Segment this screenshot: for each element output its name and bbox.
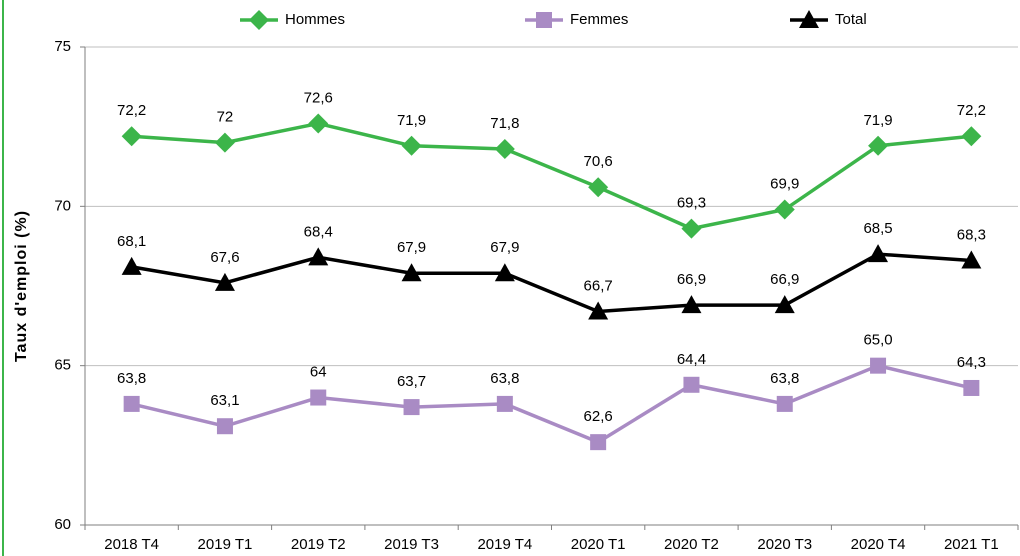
- data-label: 72: [217, 109, 234, 126]
- data-label: 63,7: [397, 373, 426, 390]
- marker: [963, 379, 980, 396]
- marker: [776, 395, 793, 412]
- legend-marker: [249, 10, 269, 30]
- marker: [308, 247, 329, 266]
- data-label: 68,5: [863, 220, 892, 237]
- marker: [121, 256, 142, 275]
- data-label: 63,1: [210, 392, 239, 409]
- marker: [870, 357, 887, 374]
- marker: [494, 138, 515, 159]
- marker: [588, 177, 609, 198]
- x-tick-label: 2018 T4: [104, 536, 159, 553]
- x-tick-label: 2020 T3: [757, 536, 812, 553]
- marker: [214, 132, 235, 153]
- marker: [681, 295, 702, 314]
- marker: [590, 434, 607, 451]
- data-label: 66,9: [770, 271, 799, 288]
- x-tick-label: 2019 T1: [198, 536, 253, 553]
- data-label: 72,6: [304, 89, 333, 106]
- data-label: 71,9: [397, 112, 426, 129]
- marker: [494, 263, 515, 282]
- marker: [308, 113, 329, 134]
- data-label: 72,2: [957, 102, 986, 119]
- marker: [401, 135, 422, 156]
- marker: [123, 395, 140, 412]
- series-line: [131, 363, 972, 445]
- series-line: [131, 252, 972, 314]
- marker: [961, 126, 982, 147]
- marker: [401, 263, 422, 282]
- x-tick-label: 2020 T2: [664, 536, 719, 553]
- marker: [961, 250, 982, 269]
- data-label: 68,4: [304, 223, 333, 240]
- y-tick-label: 65: [54, 357, 71, 374]
- data-label: 69,9: [770, 175, 799, 192]
- data-label: 70,6: [584, 153, 613, 170]
- data-label: 69,3: [677, 195, 706, 212]
- data-label: 65,0: [863, 332, 892, 349]
- y-tick-label: 60: [54, 516, 71, 533]
- data-label: 63,8: [117, 370, 146, 387]
- marker: [868, 135, 889, 156]
- data-label: 64: [310, 364, 327, 381]
- legend-label: Hommes: [285, 11, 345, 28]
- marker: [681, 218, 702, 239]
- marker: [496, 395, 513, 412]
- marker: [774, 199, 795, 220]
- legend-label: Femmes: [570, 11, 628, 28]
- data-label: 66,7: [584, 277, 613, 294]
- marker: [683, 376, 700, 393]
- y-tick-label: 70: [54, 197, 71, 214]
- data-label: 64,3: [957, 354, 986, 371]
- marker: [868, 244, 889, 263]
- marker: [403, 399, 420, 416]
- legend-label: Total: [835, 11, 867, 28]
- x-tick-label: 2020 T4: [851, 536, 906, 553]
- marker: [774, 295, 795, 314]
- x-tick-label: 2021 T1: [944, 536, 999, 553]
- x-tick-label: 2020 T1: [571, 536, 626, 553]
- data-label: 64,4: [677, 351, 706, 368]
- data-label: 67,9: [490, 239, 519, 256]
- data-label: 67,6: [210, 249, 239, 266]
- series-line: [131, 121, 972, 231]
- legend-marker: [536, 12, 552, 28]
- x-tick-label: 2019 T2: [291, 536, 346, 553]
- data-label: 71,9: [863, 112, 892, 129]
- x-tick-label: 2019 T3: [384, 536, 439, 553]
- data-label: 62,6: [584, 408, 613, 425]
- data-label: 68,1: [117, 233, 146, 250]
- marker: [216, 418, 233, 435]
- legend-marker: [799, 10, 819, 28]
- data-label: 63,8: [770, 370, 799, 387]
- data-label: 67,9: [397, 239, 426, 256]
- data-label: 71,8: [490, 115, 519, 132]
- marker: [121, 126, 142, 147]
- data-label: 66,9: [677, 271, 706, 288]
- marker: [588, 301, 609, 320]
- marker: [214, 272, 235, 291]
- y-tick-label: 75: [54, 38, 71, 55]
- x-tick-label: 2019 T4: [477, 536, 532, 553]
- marker: [310, 389, 327, 406]
- data-label: 68,3: [957, 226, 986, 243]
- y-axis-label: Taux d'emploi (%): [13, 210, 30, 362]
- data-label: 72,2: [117, 102, 146, 119]
- data-label: 63,8: [490, 370, 519, 387]
